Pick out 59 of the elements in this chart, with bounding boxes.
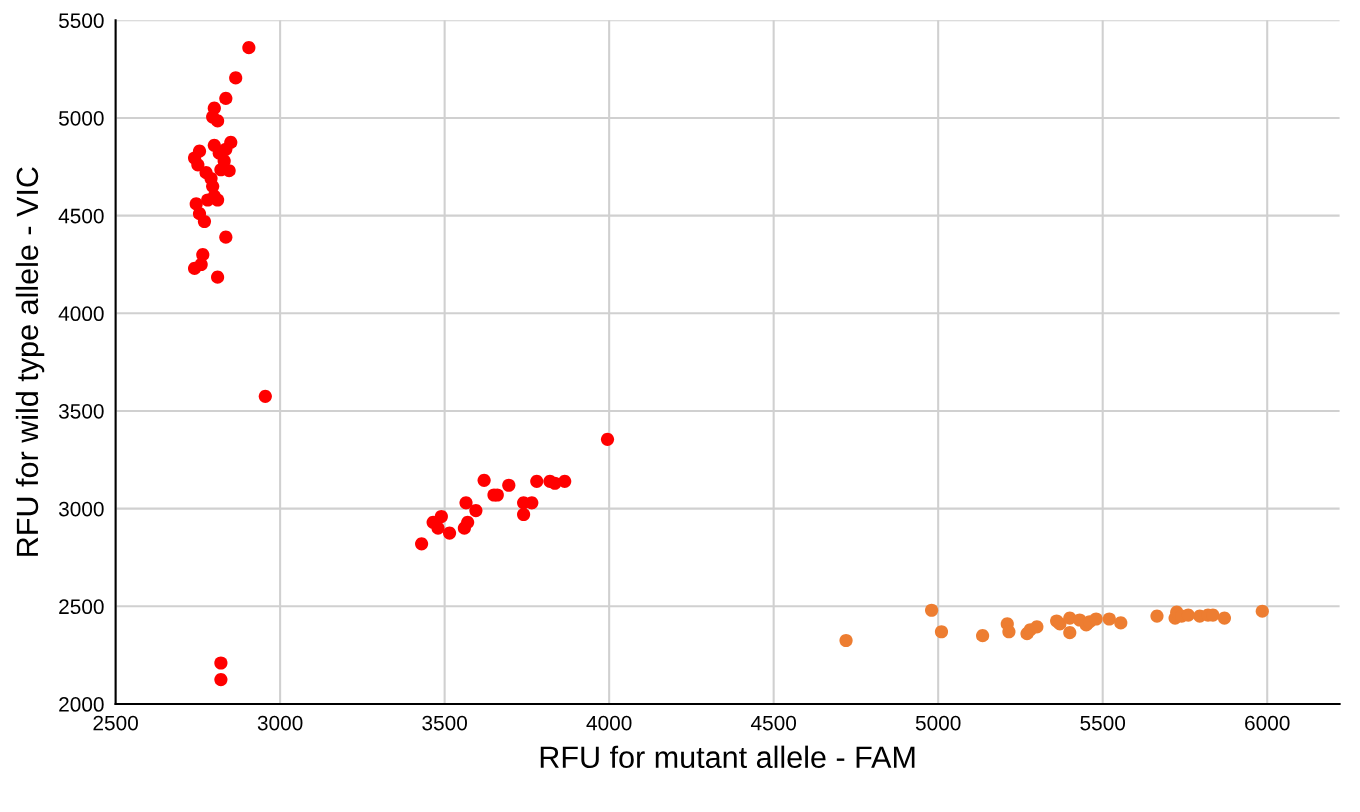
point xyxy=(211,193,225,207)
point xyxy=(219,91,233,106)
point xyxy=(214,673,228,687)
point xyxy=(558,474,572,488)
point xyxy=(517,507,531,522)
point xyxy=(219,230,233,244)
point xyxy=(525,496,539,510)
point xyxy=(258,389,272,403)
point xyxy=(191,158,205,172)
point xyxy=(502,478,516,492)
point xyxy=(461,515,475,529)
x-tick-label: 4000 xyxy=(586,715,632,731)
y-tick-label: 5000 xyxy=(58,110,104,126)
point xyxy=(1102,612,1116,626)
point xyxy=(222,164,236,178)
x-tick-label: 5000 xyxy=(915,715,961,731)
point xyxy=(1030,620,1044,634)
x-tick-label: 3000 xyxy=(257,715,303,731)
point xyxy=(469,504,483,518)
point xyxy=(197,214,212,229)
point xyxy=(459,496,473,510)
point xyxy=(415,537,429,551)
x-tick-label: 4500 xyxy=(750,715,797,731)
x-tick-label: 3500 xyxy=(422,715,467,731)
point xyxy=(211,114,225,128)
point xyxy=(925,603,939,617)
point xyxy=(242,41,256,55)
y-tick-label: 5500 xyxy=(58,13,104,29)
point xyxy=(1150,609,1164,623)
point xyxy=(211,270,225,284)
point xyxy=(229,71,243,85)
x-tick-label: 6000 xyxy=(1245,715,1290,731)
point xyxy=(1217,611,1232,625)
point xyxy=(976,629,990,643)
point xyxy=(530,474,544,488)
point xyxy=(934,625,949,639)
y-tick-label: 2000 xyxy=(59,697,104,712)
point xyxy=(442,526,457,540)
y-tick-label: 3500 xyxy=(58,403,104,419)
y-tick-label: 4000 xyxy=(58,306,104,322)
x-tick-label: 5500 xyxy=(1080,715,1126,731)
point xyxy=(1114,616,1128,630)
y-tick-label: 2500 xyxy=(59,599,104,615)
y-tick-label: 3000 xyxy=(58,501,104,517)
y-tick-label: 4500 xyxy=(58,208,104,224)
point xyxy=(1089,612,1103,626)
y-axis-title: RFU for wild type allele - VIC xyxy=(15,167,45,556)
x-axis-title: RFU for mutant allele - FAM xyxy=(540,745,915,769)
point xyxy=(600,432,615,446)
point xyxy=(1002,625,1016,639)
x-tick-label: 2500 xyxy=(93,715,138,731)
point xyxy=(1255,604,1269,618)
point xyxy=(431,521,445,535)
point xyxy=(477,473,491,487)
point xyxy=(214,656,228,670)
point xyxy=(839,633,853,648)
point xyxy=(1063,626,1077,640)
point xyxy=(187,261,202,275)
point xyxy=(434,509,448,524)
